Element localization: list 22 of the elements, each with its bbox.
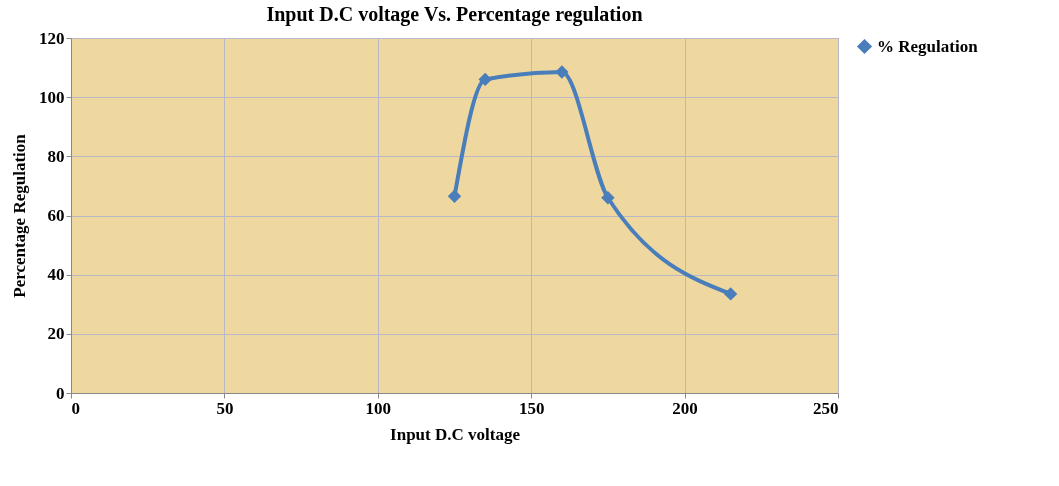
y-tick-label: 60 (47, 206, 65, 225)
point (601, 191, 615, 205)
x-tick-label: 150 (518, 398, 545, 418)
x-axis-title: Input D.C voltage (390, 424, 521, 444)
y-tick-label: 120 (39, 28, 65, 48)
x-tick-label: 0 (71, 398, 80, 418)
x-tick-label: 100 (365, 398, 392, 418)
legend-label: % Regulation (877, 36, 979, 56)
point (447, 189, 462, 203)
x-tick-label: 50 (216, 398, 234, 418)
y-tick-label: 40 (47, 265, 65, 285)
y-tick-label: 20 (47, 324, 65, 344)
chart-title: Input D.C voltage Vs. Percentage regulation (266, 3, 643, 26)
y-tick-label: 80 (47, 146, 65, 166)
x-tick-label: 250 (813, 398, 839, 418)
x-tick-label: 200 (672, 398, 698, 418)
y-tick-label: 100 (39, 87, 65, 107)
y-axis-title: Percentage Regulation (10, 133, 29, 298)
point (723, 287, 738, 301)
y-tick-label: 0 (56, 383, 65, 403)
point (555, 65, 569, 79)
point (478, 72, 492, 87)
